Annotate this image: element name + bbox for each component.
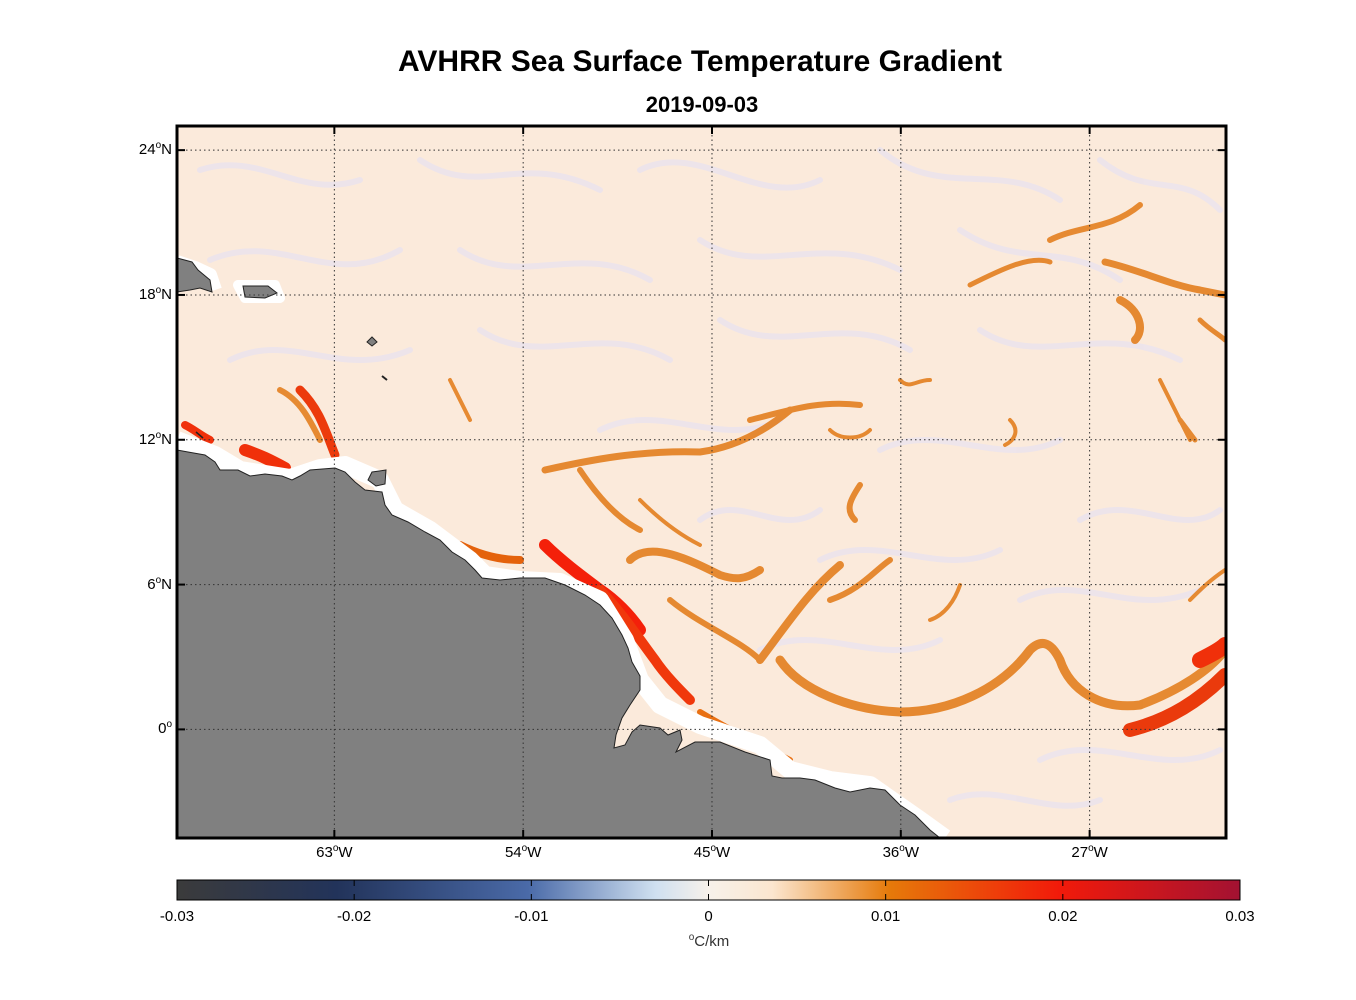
lon-tick-label: 63oW <box>316 843 353 861</box>
lat-tick-label: 24oN <box>138 140 172 159</box>
lon-tick-label: 54oW <box>504 843 542 861</box>
colorbar-tick-label: 0.03 <box>1225 908 1255 925</box>
gradient-texture <box>197 147 1223 809</box>
lat-tick-label: 12oN <box>138 429 172 448</box>
lon-tick-label: 27oW <box>1071 843 1108 861</box>
map-frame <box>175 124 1228 840</box>
colorbar-tick-label: -0.01 <box>514 908 549 925</box>
map-date: 2019-09-03 <box>645 92 759 117</box>
colorbar-tick-label: 0.01 <box>871 908 901 925</box>
coastal-fronts <box>181 385 1226 790</box>
graticule <box>177 126 1226 838</box>
lon-tick-label: 45oW <box>693 843 731 861</box>
lat-tick-label: 6oN <box>147 574 172 593</box>
island-trinidad <box>367 469 387 487</box>
colorbar-unit: oC/km <box>688 932 730 950</box>
colorbar-tick-label: 0.02 <box>1048 908 1078 925</box>
island-grenada <box>195 431 204 439</box>
land-south-america <box>177 449 941 838</box>
lat-tick-label: 18oN <box>138 284 172 303</box>
lon-tick-label: 36oW <box>882 843 919 861</box>
gradient-fronts <box>277 202 1226 717</box>
colorbar-tick-label: 0 <box>704 908 713 925</box>
colorbar-ticks <box>176 880 1241 900</box>
colorbar-tick-label: -0.03 <box>159 908 195 925</box>
colorbar-tick-label: -0.02 <box>337 908 372 925</box>
island-barbados <box>381 375 388 381</box>
island-hispaniola <box>177 257 213 293</box>
island-guadeloupe <box>366 336 378 347</box>
map-title: AVHRR Sea Surface Temperature Gradient <box>397 45 1003 78</box>
lat-tick-label: 0o <box>158 719 172 738</box>
